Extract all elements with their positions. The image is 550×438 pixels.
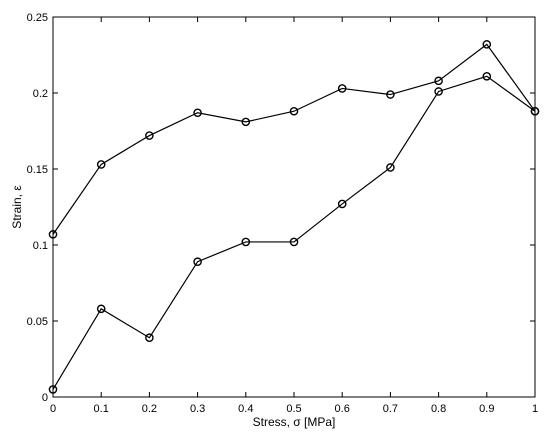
y-tick-label: 0.2 [33, 88, 48, 100]
data-point [96, 160, 106, 169]
x-tick-label: 0.9 [479, 403, 494, 415]
y-tick-label: 0.25 [27, 12, 48, 24]
data-point [289, 237, 299, 247]
series-2 [48, 71, 540, 394]
tick-labels: 0 0.1 0.2 0.3 0.4 0.5 0.6 0.7 0.8 0.9 1 0 0.05 0.1 0.1… [27, 12, 538, 415]
data-point [530, 106, 540, 116]
x-tick-label: 0.3 [190, 403, 205, 415]
x-tick-label: 0.6 [335, 403, 350, 415]
y-tick-label: 0 [42, 392, 48, 404]
x-axis-title: Stress, σ [MPa] [253, 415, 336, 429]
data-point [337, 84, 347, 93]
data-point [48, 230, 58, 239]
data-point [434, 76, 443, 86]
data-point [241, 237, 251, 247]
data-point [337, 199, 347, 209]
x-tick-label: 1 [532, 403, 538, 415]
y-tick-label: 0.15 [27, 164, 48, 176]
data-point [193, 108, 202, 118]
data-point [289, 106, 299, 116]
series-line [52, 75, 536, 390]
data-point [482, 71, 492, 81]
x-tick-label: 0 [50, 403, 56, 415]
data-point [145, 333, 154, 343]
series-layer [48, 40, 540, 394]
data-point [48, 385, 58, 394]
data-point [386, 90, 395, 99]
data-point [482, 40, 492, 49]
x-tick-label: 0.8 [431, 403, 446, 415]
x-tick-label: 0.7 [383, 403, 398, 415]
axis-ticks [52, 16, 536, 398]
series-line [52, 43, 536, 235]
data-point [96, 304, 106, 314]
x-tick-label: 0.5 [286, 403, 301, 415]
y-tick-label: 0.05 [27, 316, 48, 328]
data-point [386, 163, 395, 172]
plot-area [52, 16, 536, 398]
data-point [193, 257, 202, 267]
y-tick-label: 0.1 [33, 240, 48, 252]
x-tick-label: 0.1 [94, 403, 109, 415]
data-point [434, 87, 443, 96]
x-tick-label: 0.2 [142, 403, 157, 415]
data-point [241, 117, 251, 127]
y-axis-title: Strain, ε [10, 185, 24, 229]
data-point [145, 131, 154, 140]
x-tick-label: 0.4 [238, 403, 253, 415]
